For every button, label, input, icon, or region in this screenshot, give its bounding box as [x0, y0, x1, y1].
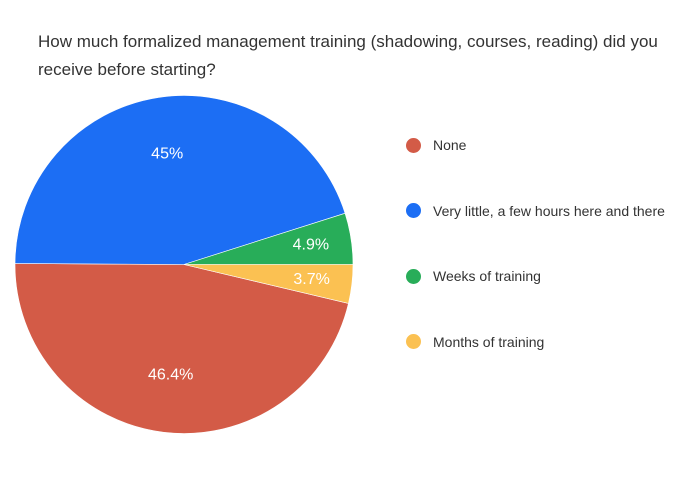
slice-label-0: 46.4% [148, 367, 193, 384]
legend: None Very little, a few hours here and th… [406, 134, 665, 396]
legend-label: Months of training [433, 333, 545, 350]
pie-slice-very-little-a-few-hours-here-and-there [14, 95, 346, 265]
slice-label-1: 45% [151, 146, 183, 163]
pie-slice-none [14, 263, 349, 434]
slice-label-2: 4.9% [293, 236, 329, 253]
pie-slice-months-of-training [183, 264, 354, 304]
chart-title: How much formalized management training … [38, 32, 658, 79]
legend-item: Weeks of training [406, 265, 665, 287]
legend-swatch [406, 334, 421, 349]
legend-swatch [406, 268, 421, 284]
legend-item: Very little, a few hours here and there [406, 200, 665, 222]
legend-label: Weeks of training [433, 268, 541, 284]
legend-swatch [406, 203, 421, 218]
legend-label: Very little, a few hours here and there [433, 202, 665, 219]
legend-item: Months of training [406, 331, 665, 353]
slice-label-3: 3.7% [293, 271, 329, 288]
legend-swatch [406, 137, 421, 153]
legend-item: None [406, 134, 665, 156]
legend-label: None [433, 137, 467, 153]
